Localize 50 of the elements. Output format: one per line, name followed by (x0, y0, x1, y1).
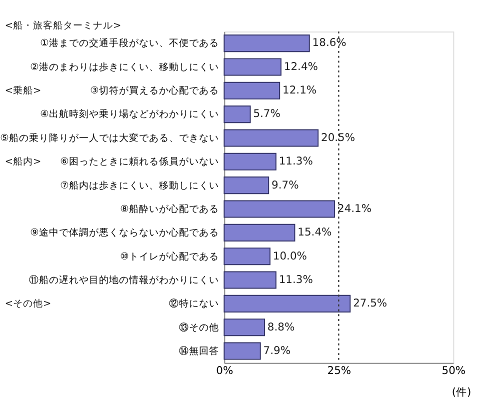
data-label: 12.1% (282, 84, 317, 97)
data-label: 8.8% (267, 320, 295, 334)
bar (224, 294, 351, 312)
text: <船・旅客船ターミナル> (4, 20, 122, 32)
x-tick-label: 25% (327, 364, 352, 378)
bar (224, 58, 282, 76)
text: <乗船> (4, 84, 42, 97)
text: <船内> (4, 156, 42, 168)
bar (224, 248, 270, 266)
y-tick-label: ④出航時刻や乗り場などがわかりにくい (40, 108, 219, 120)
text: <その他> (4, 298, 52, 310)
bar (224, 271, 276, 289)
bar (224, 106, 251, 124)
y-tick-label: ⑦船内は歩きにくい、移動しにくい (60, 179, 219, 192)
x-tick-label: 0% (216, 364, 234, 378)
data-label: 7.9% (263, 344, 291, 357)
data-label: 5.7% (253, 107, 280, 120)
y-tick-label: ⑬その他 (178, 321, 219, 334)
data-label: 20.5% (321, 130, 356, 144)
bar (224, 82, 280, 100)
data-label: 27.5% (353, 296, 388, 310)
data-label: 18.6% (312, 36, 346, 50)
bar (224, 176, 270, 194)
y-tick-label: ⑪船の遅れや目的地の情報がわかりにくい (28, 274, 219, 286)
y-tick-label: ⑧船酔いが心配である (120, 202, 219, 215)
y-tick-label: ⑥困ったときに頼れる係員がいない (60, 156, 219, 168)
bar (224, 152, 276, 170)
y-tick-label: ⑫特にない (168, 298, 219, 310)
y-tick-label: ①港までの交通手段がない、不便である (40, 37, 219, 50)
y-tick-label: ⑨途中で体調が悪くならないか心配である (30, 226, 219, 239)
x-axis-title: (件) (452, 386, 472, 399)
bar (224, 224, 296, 242)
data-label: 11.3% (278, 154, 313, 168)
data-label: 11.3% (278, 272, 313, 286)
y-tick-label: ③切符が買えるか心配である (90, 84, 219, 97)
data-label: 10.0% (272, 249, 307, 262)
y-tick-label: ⑤船の乗り降りが一人では大変である、できない (0, 132, 219, 144)
data-label: 9.7% (272, 178, 299, 192)
bar (224, 129, 319, 147)
y-tick-label: ⑩トイレが心配である (120, 250, 219, 262)
bar (224, 34, 310, 52)
bar (224, 200, 336, 218)
data-label: 15.4% (298, 226, 332, 239)
x-tick-label: 50% (442, 364, 466, 378)
data-label: 12.4% (284, 60, 318, 73)
bar (224, 318, 265, 336)
y-tick-label: ②港のまわりは歩きにくい、移動しにくい (30, 60, 219, 73)
data-label: 24.1% (337, 202, 372, 215)
y-tick-label: ⑭無回答 (178, 344, 219, 357)
bar (224, 342, 261, 360)
